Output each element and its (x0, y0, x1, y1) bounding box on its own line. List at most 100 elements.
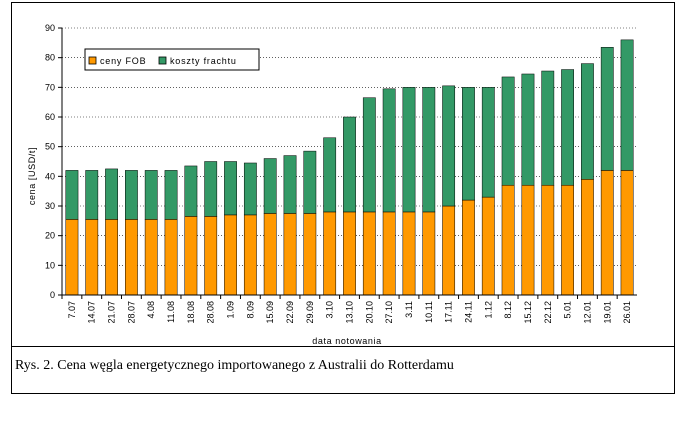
bar-segment-fob (125, 219, 138, 296)
y-tick-label: 70 (45, 82, 55, 92)
bar-segment-fob (184, 216, 198, 296)
x-tick-label: 29.09 (305, 301, 315, 324)
x-tick-label: 24.11 (463, 301, 473, 323)
bar-segment-fob (224, 214, 237, 296)
bar-segment-fob (402, 211, 416, 296)
bar-segment-fob (541, 184, 555, 296)
y-tick-labels: 0 10 20 30 40 50 60 70 80 90 (45, 23, 55, 300)
y-tick-label: 30 (45, 201, 55, 211)
bar-segment-fob (501, 184, 515, 296)
bar-segment-freight (462, 87, 475, 201)
gridlines (58, 27, 637, 299)
bar-segment-freight (402, 87, 416, 213)
y-tick-label: 60 (45, 112, 55, 122)
x-tick-label: 15.09 (265, 301, 275, 324)
x-tick-label: 5.01 (563, 301, 573, 319)
bar-segment-fob (164, 219, 178, 296)
x-tick-labels: 7.07 14.07 21.07 28.07 4.08 11.08 18.08 28.08 1.… (67, 301, 632, 324)
x-tick-label: 3.10 (325, 301, 335, 319)
x-tick-label: 27.10 (384, 301, 394, 324)
bar-segment-freight (85, 170, 99, 220)
y-tick-label: 50 (45, 142, 55, 152)
x-tick-label: 1.09 (226, 301, 236, 319)
x-tick-label: 12.01 (582, 301, 592, 324)
x-tick-label: 8.09 (245, 301, 255, 319)
bar-segment-freight (343, 116, 356, 213)
bar-segment-fob (283, 213, 297, 296)
bar-segment-fob (144, 219, 158, 296)
bar-segment-fob (303, 213, 317, 296)
bar-segment-fob (422, 211, 436, 296)
x-tick-label: 10.11 (424, 301, 434, 323)
bar-segment-freight (541, 70, 555, 186)
chart-frame (11, 2, 675, 347)
x-tick-label: 1.12 (483, 301, 493, 319)
y-tick-label: 0 (50, 290, 55, 300)
bar-segment-freight (263, 158, 277, 214)
x-tick-label: 19.01 (602, 301, 612, 324)
x-tick-label: 18.08 (186, 301, 196, 324)
bar-segment-fob (442, 205, 456, 296)
y-tick-label: 10 (45, 260, 55, 270)
bar-segment-fob (85, 219, 99, 296)
bar-segment-freight (105, 168, 118, 220)
bar-segment-freight (125, 170, 138, 220)
x-tick-label: 28.08 (206, 301, 216, 324)
axes (61, 28, 637, 296)
bar-segment-freight (481, 87, 495, 198)
bar-segment-freight (600, 47, 614, 171)
bar-segment-freight (581, 63, 594, 180)
legend-swatch-freight (158, 56, 167, 65)
legend: ceny FOB koszty frachtu (84, 48, 260, 71)
bar-segment-freight (164, 170, 178, 220)
bar-segment-freight (283, 155, 297, 214)
x-tick-label: 11.08 (166, 301, 176, 323)
x-tick-label: 4.08 (146, 301, 156, 319)
bar-segment-freight (144, 170, 158, 220)
bar-segment-freight (620, 39, 634, 171)
price-chart: 0 10 20 30 40 50 60 70 80 90 7.07 14.07 21.07 28.07 4… (27, 23, 637, 346)
bar-segment-fob (561, 184, 575, 296)
bar-segment-freight (204, 161, 218, 217)
y-tick-label: 80 (45, 53, 55, 63)
bar-segment-freight (362, 97, 376, 213)
x-tick-label: 22.09 (285, 301, 295, 324)
x-tick-label: 28.07 (126, 301, 136, 324)
legend-swatch-fob (88, 56, 97, 65)
x-tick-label: 17.11 (444, 301, 454, 323)
bar-segment-fob (481, 196, 495, 296)
bar-segment-freight (442, 85, 456, 207)
bar-segment-fob (581, 179, 594, 296)
y-axis-title: cena [USD/t] (27, 147, 37, 205)
x-tick-label: 15.12 (523, 301, 533, 324)
x-tick-label: 21.07 (107, 301, 117, 324)
bar-segment-freight (323, 137, 337, 213)
bar-segment-fob (600, 170, 614, 296)
bar-segment-freight (422, 87, 436, 213)
bar-segment-freight (303, 150, 317, 214)
bar-segment-fob (362, 211, 376, 296)
bar-segment-freight (521, 73, 535, 186)
bar-segment-fob (323, 211, 337, 296)
bar-segment-fob (204, 216, 218, 296)
bar-segment-freight (224, 161, 237, 216)
bar-segment-fob (263, 213, 277, 296)
x-tick-label: 20.10 (364, 301, 374, 324)
bar-segment-freight (65, 170, 79, 220)
x-axis-title: data notowania (312, 336, 381, 346)
legend-label-fob: ceny FOB (100, 56, 146, 66)
bar-segment-fob (243, 214, 257, 296)
bar-segment-fob (521, 184, 535, 296)
bar-segment-fob (620, 170, 634, 296)
bar-segment-fob (65, 219, 79, 296)
x-tick-label: 22.12 (543, 301, 553, 324)
x-tick-label: 3.11 (404, 301, 414, 318)
x-tick-label: 7.07 (67, 301, 77, 319)
bars (65, 39, 634, 296)
x-tick-label: 8.12 (503, 301, 513, 319)
bar-segment-freight (184, 165, 198, 217)
bar-segment-fob (343, 211, 356, 296)
x-tick-label: 13.10 (345, 301, 355, 324)
y-tick-label: 90 (45, 23, 55, 33)
